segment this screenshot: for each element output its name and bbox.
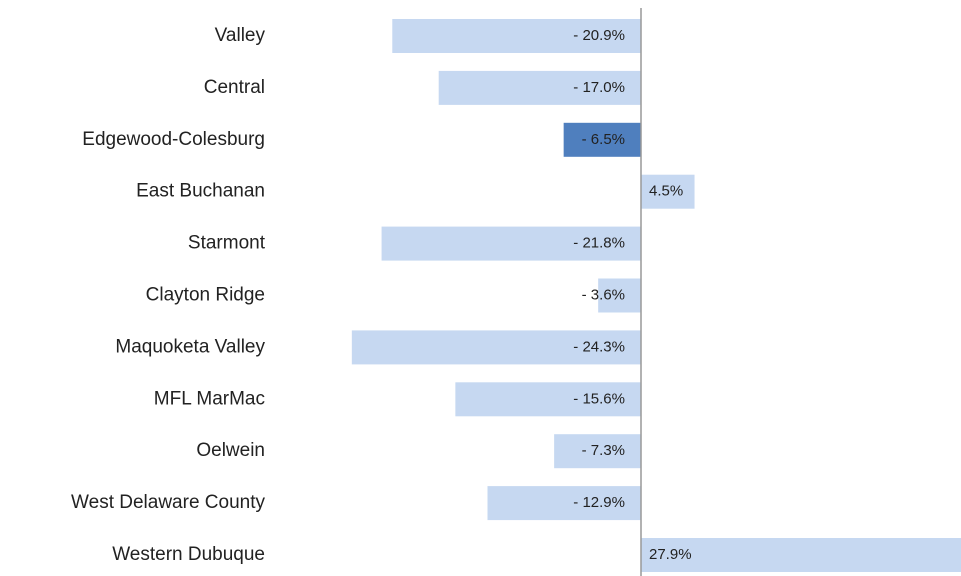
category-label: MFL MarMac <box>154 388 265 409</box>
data-label: - 3.6% <box>582 286 625 303</box>
bar <box>598 278 641 313</box>
data-label: - 21.8% <box>573 235 625 252</box>
category-label: East Buchanan <box>136 181 265 202</box>
data-label: 27.9% <box>649 546 692 563</box>
bar <box>381 226 641 261</box>
bar <box>487 486 641 521</box>
bar <box>563 122 641 157</box>
category-label: Central <box>204 77 265 98</box>
data-label: - 12.9% <box>573 494 625 511</box>
category-label: Maquoketa Valley <box>115 336 265 357</box>
category-label: Edgewood-Colesburg <box>82 129 265 150</box>
bar <box>641 174 695 209</box>
bar <box>438 70 641 105</box>
bar <box>392 19 641 53</box>
data-label: - 6.5% <box>582 131 625 148</box>
data-label: - 24.3% <box>573 338 625 355</box>
bar <box>455 382 641 417</box>
category-label: Starmont <box>188 233 266 254</box>
data-label: - 17.0% <box>573 79 625 96</box>
category-label: Clayton Ridge <box>146 285 265 306</box>
data-label: - 15.6% <box>573 390 625 407</box>
bar <box>641 538 961 572</box>
category-label: Valley <box>215 25 266 46</box>
bar <box>554 434 641 469</box>
data-label: - 20.9% <box>573 27 625 44</box>
category-label: Oelwein <box>196 440 265 461</box>
category-label: Western Dubuque <box>112 544 265 565</box>
data-label: 4.5% <box>649 183 683 200</box>
category-label: West Delaware County <box>71 492 265 513</box>
data-label: - 7.3% <box>582 442 625 459</box>
bar <box>351 330 641 365</box>
